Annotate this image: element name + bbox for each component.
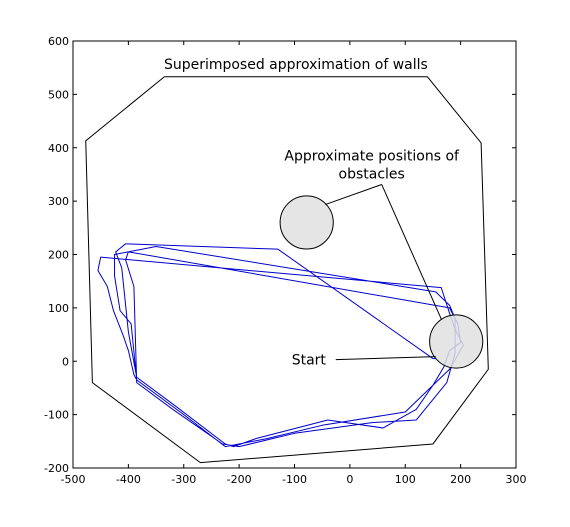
plot-frame — [72, 40, 517, 469]
obstacles-annotation-line2: obstacles — [339, 166, 405, 182]
walls-outline — [85, 76, 489, 464]
annotations-layer: Superimposed approximation of walls Appr… — [164, 57, 460, 369]
y-tick-label: -200 — [44, 462, 69, 475]
y-tick-label: 100 — [48, 302, 69, 315]
y-tick-label: 600 — [48, 35, 69, 48]
y-tick-label: 500 — [48, 88, 69, 101]
x-tick-label: -200 — [227, 473, 252, 486]
obstacle-circle — [429, 314, 484, 369]
walls-annotation: Superimposed approximation of walls — [164, 57, 428, 73]
obstacles-leader-line — [325, 184, 382, 206]
y-tick-label: 400 — [48, 142, 69, 155]
x-tick-label: -400 — [116, 473, 141, 486]
obstacles-layer — [279, 195, 484, 369]
y-tick-label: 300 — [48, 195, 69, 208]
x-tick-label: -100 — [282, 473, 307, 486]
y-tick-label: 0 — [62, 355, 69, 368]
y-tick-label: -100 — [44, 409, 69, 422]
walls-layer — [85, 76, 489, 464]
start-annotation: Start — [292, 353, 327, 369]
x-tick-label: 200 — [450, 473, 471, 486]
start-leader-line — [335, 356, 436, 361]
x-tick-label: -300 — [171, 473, 196, 486]
axis-ticks: -500 -400 -300 -200 -100 0 100 200 300 -200 -100 0 1… — [44, 35, 526, 486]
x-tick-label: 0 — [346, 473, 353, 486]
x-tick-label: -500 — [61, 473, 86, 486]
obstacles-leader-line — [381, 184, 443, 320]
x-tick-label: 300 — [506, 473, 527, 486]
obstacle-circle — [279, 195, 334, 250]
x-tick-label: 100 — [395, 473, 416, 486]
obstacles-annotation-line1: Approximate positions of — [284, 148, 460, 164]
y-tick-label: 200 — [48, 249, 69, 262]
